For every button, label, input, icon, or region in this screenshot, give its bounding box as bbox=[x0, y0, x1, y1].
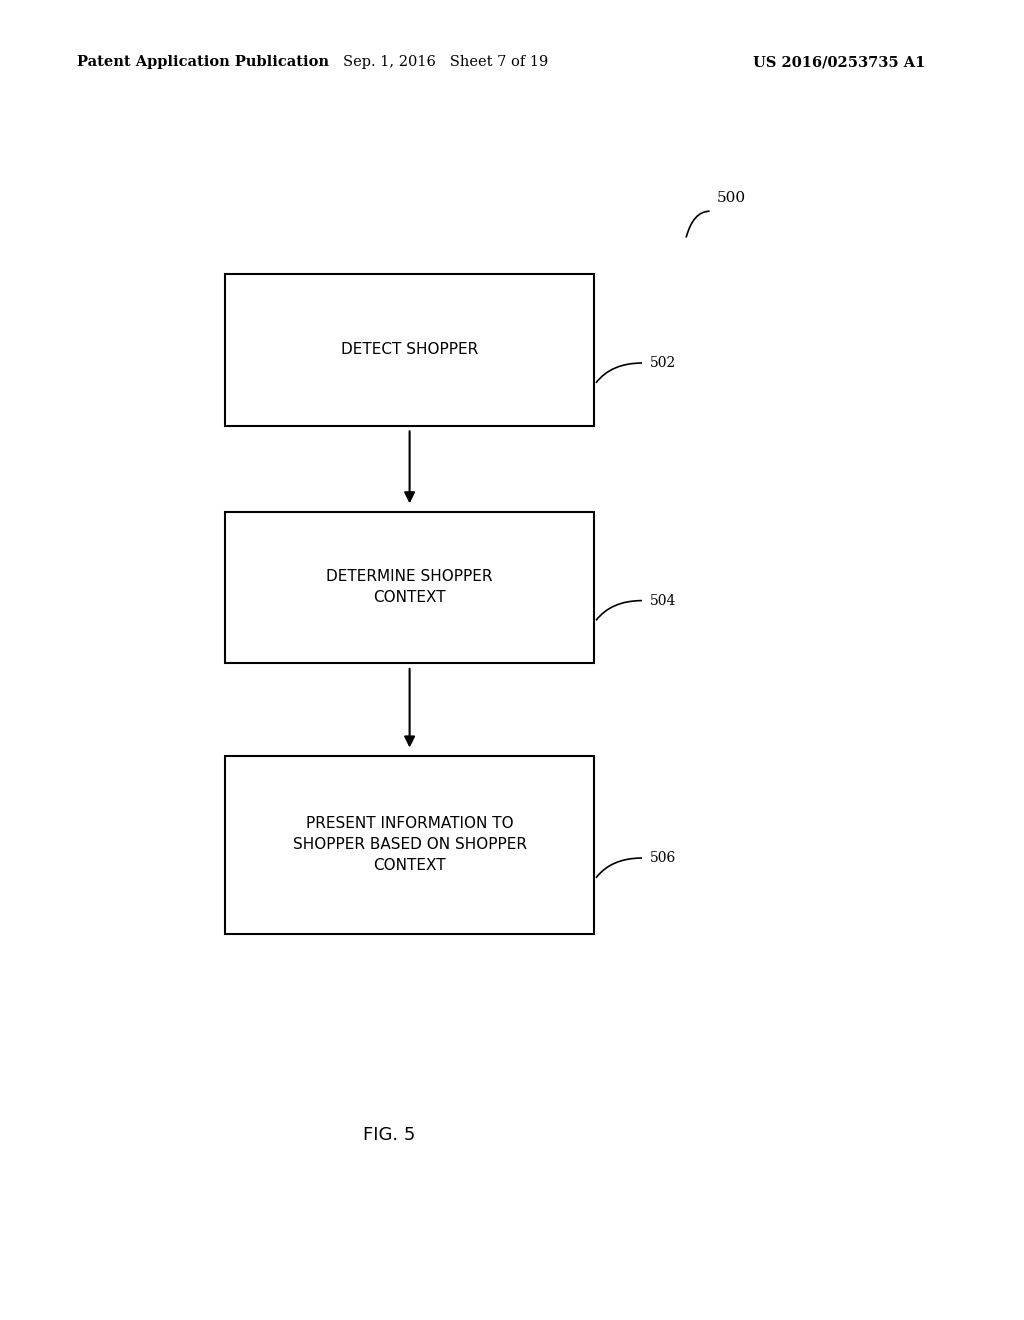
Text: 504: 504 bbox=[650, 594, 677, 607]
Text: FIG. 5: FIG. 5 bbox=[362, 1126, 416, 1144]
Text: Sep. 1, 2016   Sheet 7 of 19: Sep. 1, 2016 Sheet 7 of 19 bbox=[343, 55, 548, 69]
Text: US 2016/0253735 A1: US 2016/0253735 A1 bbox=[754, 55, 926, 69]
Text: 506: 506 bbox=[650, 851, 677, 865]
Bar bbox=[225, 511, 594, 663]
Text: PRESENT INFORMATION TO
SHOPPER BASED ON SHOPPER
CONTEXT: PRESENT INFORMATION TO SHOPPER BASED ON … bbox=[293, 816, 526, 874]
Text: Patent Application Publication: Patent Application Publication bbox=[77, 55, 329, 69]
Bar bbox=[225, 275, 594, 425]
Text: 502: 502 bbox=[650, 356, 677, 370]
Bar bbox=[225, 755, 594, 935]
Text: DETERMINE SHOPPER
CONTEXT: DETERMINE SHOPPER CONTEXT bbox=[327, 569, 493, 606]
Text: DETECT SHOPPER: DETECT SHOPPER bbox=[341, 342, 478, 358]
Text: 500: 500 bbox=[717, 191, 745, 205]
